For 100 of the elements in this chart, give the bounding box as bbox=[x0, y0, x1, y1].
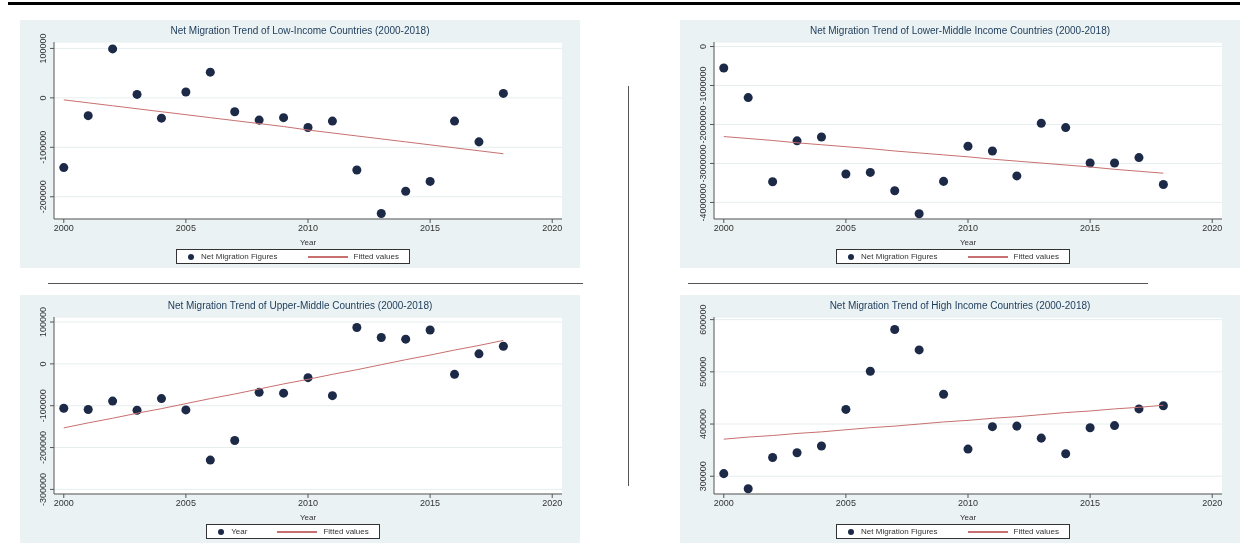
point bbox=[83, 404, 93, 414]
point bbox=[156, 113, 166, 123]
x-tick-label: 2010 bbox=[297, 498, 319, 509]
point bbox=[890, 325, 900, 335]
x-tick-label: 2000 bbox=[713, 223, 734, 234]
x-tick-label: 2020 bbox=[1202, 223, 1223, 234]
point bbox=[963, 141, 973, 151]
point bbox=[83, 111, 93, 121]
point bbox=[474, 137, 484, 147]
y-tick-label: 500000 bbox=[698, 356, 708, 387]
point bbox=[352, 165, 362, 175]
y-tick-label: -4000000 bbox=[698, 183, 708, 222]
point bbox=[498, 341, 508, 351]
y-tick-label: -100000 bbox=[38, 130, 48, 164]
x-tick-label: 2000 bbox=[53, 223, 74, 234]
legend-label: Net Migration Figures bbox=[201, 252, 278, 261]
x-tick-label: 2015 bbox=[1080, 223, 1101, 234]
point bbox=[376, 209, 386, 219]
point bbox=[205, 455, 215, 465]
point bbox=[425, 176, 435, 186]
point bbox=[939, 389, 949, 399]
point bbox=[1110, 158, 1120, 168]
x-tick-label: 2000 bbox=[53, 498, 74, 509]
point bbox=[401, 334, 411, 344]
x-tick-label: 2005 bbox=[835, 223, 856, 234]
point bbox=[743, 93, 753, 103]
point bbox=[939, 176, 949, 186]
y-tick-label: 0 bbox=[38, 361, 48, 367]
chart-title: Net Migration Trend of Lower-Middle Income Countries (2000-2018) bbox=[809, 25, 1111, 36]
point bbox=[1012, 171, 1022, 181]
line-series bbox=[63, 99, 504, 155]
point bbox=[816, 441, 826, 451]
x-tick-label: 2015 bbox=[1080, 498, 1101, 509]
x-tick-label: 2000 bbox=[713, 498, 734, 509]
point bbox=[841, 169, 851, 179]
legend-label: Fitted values bbox=[323, 527, 369, 536]
point bbox=[1110, 421, 1120, 431]
x-tick-label: 2010 bbox=[297, 223, 319, 234]
point bbox=[108, 44, 118, 54]
point bbox=[474, 349, 484, 359]
point bbox=[401, 186, 411, 196]
point bbox=[498, 88, 508, 98]
point bbox=[768, 452, 778, 462]
y-tick-label: 0 bbox=[698, 44, 708, 50]
point bbox=[1061, 123, 1071, 133]
x-axis-title: Year bbox=[299, 513, 317, 522]
point bbox=[987, 146, 997, 156]
point bbox=[1036, 118, 1046, 128]
chart-title: Net Migration Trend of Low-Income Countries (2000-2018) bbox=[170, 25, 430, 36]
point bbox=[1012, 421, 1022, 431]
point bbox=[841, 404, 851, 414]
x-axis-title: Year bbox=[299, 238, 317, 247]
x-tick-label: 2005 bbox=[175, 223, 196, 234]
point bbox=[156, 394, 166, 404]
y-tick-label: -200000 bbox=[38, 431, 48, 465]
x-tick-label: 2020 bbox=[542, 498, 563, 509]
point bbox=[181, 405, 191, 415]
x-tick-label: 2005 bbox=[175, 498, 196, 509]
point bbox=[914, 209, 924, 219]
x-tick-label: 2015 bbox=[420, 498, 441, 509]
point bbox=[743, 484, 753, 494]
point bbox=[181, 87, 191, 97]
point bbox=[865, 167, 875, 177]
y-tick-label: -300000 bbox=[38, 472, 48, 506]
legend-label: Fitted values bbox=[1013, 252, 1059, 261]
point bbox=[987, 422, 997, 432]
y-tick-label: 300000 bbox=[698, 461, 708, 492]
point bbox=[230, 107, 240, 117]
legend-label: Fitted values bbox=[353, 252, 399, 261]
y-tick-label: -100000 bbox=[38, 389, 48, 423]
point bbox=[865, 366, 875, 376]
point bbox=[768, 177, 778, 187]
point bbox=[792, 448, 802, 458]
point bbox=[1134, 153, 1144, 163]
x-tick-label: 2015 bbox=[420, 223, 441, 234]
y-tick-label: 600000 bbox=[698, 304, 708, 335]
y-tick-label: 0 bbox=[38, 95, 48, 101]
point bbox=[327, 391, 337, 401]
x-axis-title: Year bbox=[959, 513, 977, 522]
y-tick-label: -3000000 bbox=[698, 144, 708, 183]
point bbox=[108, 396, 118, 406]
point bbox=[1158, 401, 1168, 411]
y-tick-label: 400000 bbox=[698, 409, 708, 440]
point bbox=[59, 403, 69, 413]
legend-label: Net Migration Figures bbox=[861, 252, 938, 261]
point bbox=[719, 469, 729, 479]
x-tick-label: 2020 bbox=[542, 223, 563, 234]
legend-label: Net Migration Figures bbox=[861, 527, 938, 536]
y-tick-label: -2000000 bbox=[698, 105, 708, 144]
point bbox=[425, 325, 435, 335]
y-tick-label: -200000 bbox=[38, 180, 48, 214]
legend-label: Fitted values bbox=[1013, 527, 1059, 536]
point bbox=[719, 63, 729, 73]
point bbox=[1036, 433, 1046, 443]
point bbox=[279, 388, 289, 398]
y-tick-label: 100000 bbox=[38, 33, 48, 64]
point bbox=[450, 369, 460, 379]
x-tick-label: 2005 bbox=[835, 498, 856, 509]
point bbox=[352, 322, 362, 332]
legend-label: Year bbox=[231, 527, 248, 536]
